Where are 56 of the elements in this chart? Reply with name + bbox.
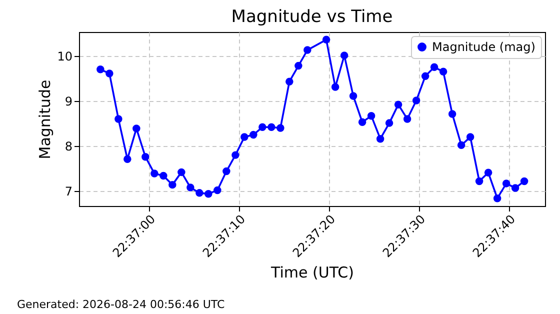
- point: [96, 66, 104, 74]
- y-axis-title: Magnitude: [36, 80, 54, 160]
- point: [294, 62, 302, 70]
- point: [466, 133, 474, 141]
- point: [250, 130, 258, 139]
- y-tick-label: 7: [64, 184, 72, 199]
- y-tick-label: 10: [57, 49, 72, 64]
- point: [276, 124, 284, 132]
- x-axis-title: Time (UTC): [270, 263, 354, 282]
- point: [394, 100, 402, 108]
- point: [502, 180, 510, 188]
- y-tick-label: 8: [64, 140, 72, 154]
- point: [475, 177, 484, 186]
- point: [520, 177, 528, 186]
- point: [322, 36, 330, 44]
- point: [376, 134, 384, 143]
- point: [412, 96, 420, 104]
- point: [232, 151, 240, 159]
- point: [132, 124, 140, 132]
- point: [493, 194, 502, 202]
- point: [448, 110, 456, 118]
- y-tick-label: 9: [64, 94, 72, 108]
- point: [258, 123, 266, 131]
- point: [106, 70, 114, 78]
- point: [114, 115, 122, 123]
- point: [484, 168, 492, 177]
- point: [358, 118, 366, 126]
- point: [222, 167, 230, 176]
- point: [286, 78, 294, 86]
- point: [367, 112, 376, 120]
- point: [150, 170, 158, 178]
- point: [142, 153, 150, 161]
- point: [439, 68, 448, 76]
- point: [385, 119, 394, 127]
- point: [349, 92, 358, 100]
- point: [204, 190, 212, 198]
- legend-label: Magnitude (mag): [432, 40, 536, 54]
- point: [240, 133, 248, 141]
- point: [168, 180, 176, 189]
- point: [178, 168, 186, 176]
- point: [160, 172, 168, 180]
- point: [124, 155, 132, 163]
- text: Generated: 2026-08-24 00:56:46 UTC: [17, 298, 225, 311]
- point: [268, 123, 276, 131]
- point: [186, 184, 194, 192]
- point: [214, 186, 222, 194]
- point: [304, 46, 312, 54]
- point: [511, 184, 520, 192]
- point: [430, 63, 438, 72]
- point: [403, 115, 412, 123]
- chart-title: Magnitude vs Time: [231, 7, 393, 27]
- point: [196, 189, 204, 197]
- point: [421, 72, 430, 80]
- point: [457, 141, 466, 150]
- point: [340, 52, 348, 60]
- point: [331, 83, 340, 91]
